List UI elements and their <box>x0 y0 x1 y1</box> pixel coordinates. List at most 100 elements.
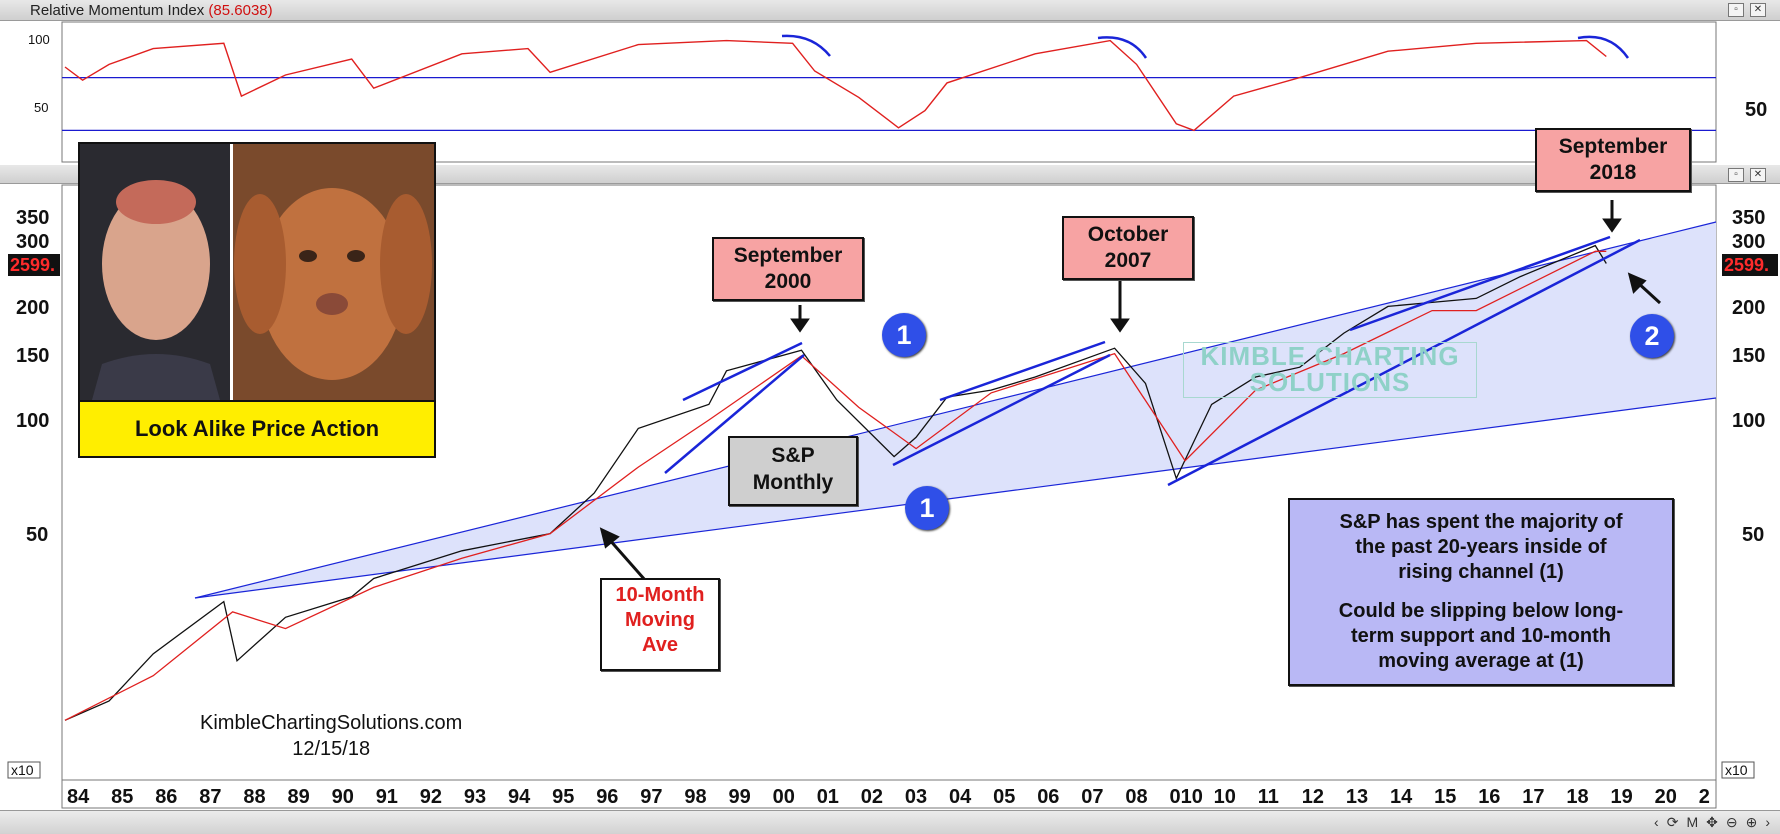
x-tick-label: 99 <box>729 786 751 808</box>
x-tick-label: 84 <box>67 786 90 808</box>
credit-site: KimbleChartingSolutions.com <box>200 712 463 734</box>
credit-date: 12/15/18 <box>292 738 371 760</box>
scale-label-left: x10 <box>11 762 34 778</box>
callout-sp-l1: S&P <box>771 444 815 467</box>
trend-2018-upper <box>1349 235 1611 332</box>
indicator-plot-border <box>61 21 1717 163</box>
x-tick-label: 12 <box>1302 786 1324 808</box>
callout-oct-2007: October 2007 <box>1062 216 1194 280</box>
person-face <box>102 188 210 340</box>
callout-ma-l1: 10-Month <box>615 584 705 606</box>
price-window-buttons: ▫ ✕ <box>1728 168 1766 182</box>
x-tick-label: 89 <box>288 786 310 808</box>
x-axis-band <box>61 779 1717 809</box>
close-icon[interactable]: ✕ <box>1750 168 1766 182</box>
x-tick-label: 15 <box>1434 786 1456 808</box>
x-tick-label: 87 <box>199 786 221 808</box>
x-tick-label: 18 <box>1566 786 1588 808</box>
price-tick-300-r: 300 <box>1732 231 1765 253</box>
x-tick-label: 07 <box>1081 786 1103 808</box>
note-line-2: the past 20-years inside of <box>1355 536 1607 558</box>
callout-sep-2018-l2: 2018 <box>1589 161 1637 184</box>
x-tick-label: 05 <box>993 786 1015 808</box>
trend-2007-upper <box>939 340 1106 402</box>
x-tick-label: 00 <box>773 786 795 808</box>
rmi-arc-2000 <box>781 34 831 57</box>
restore-icon[interactable]: ▫ <box>1728 168 1744 182</box>
price-tick-300: 300 <box>16 231 49 253</box>
price-tick-50: 50 <box>26 524 48 546</box>
callout-oct-2007-l1: October <box>1087 223 1169 246</box>
callout-sep-2018: September 2018 <box>1535 128 1691 192</box>
callout-sep-2000: September 2000 <box>712 237 864 301</box>
x-tick-label: 010 <box>1170 786 1203 808</box>
x-tick-label: 06 <box>1037 786 1059 808</box>
x-tick-label: 19 <box>1611 786 1633 808</box>
price-pane-header: ▫ ✕ <box>0 165 1780 184</box>
x-tick-label: 20 <box>1655 786 1677 808</box>
note-spacer <box>1304 585 1658 599</box>
credit: KimbleChartingSolutions.com 12/15/18 <box>200 710 462 762</box>
close-icon[interactable]: ✕ <box>1750 3 1766 17</box>
x-tick-label: 11 <box>1258 786 1279 808</box>
marker-1-lower: 1 <box>905 486 949 530</box>
dog-nose <box>316 293 348 315</box>
arrows <box>599 200 1662 581</box>
last-price-tag-left: 2599. <box>10 255 55 275</box>
person-jersey <box>92 354 220 400</box>
restore-icon[interactable]: ▫ <box>1728 3 1744 17</box>
move-icon[interactable]: ✥ <box>1706 814 1718 830</box>
note-line-5: term support and 10-month <box>1350 625 1611 647</box>
x-tick-label: 94 <box>508 786 531 808</box>
last-price-tag-right-bg <box>1722 254 1778 276</box>
x-tick-label: 04 <box>949 786 972 808</box>
price-line <box>64 244 1607 721</box>
chart-svg: 100 50 50 <box>7 21 1778 809</box>
dog-face <box>260 188 404 380</box>
lookalike-photo <box>78 142 436 402</box>
x-tick-label: 13 <box>1346 786 1368 808</box>
indicator-name: Relative Momentum Index <box>30 2 205 19</box>
callout-sep-2000-l2: 2000 <box>764 270 812 293</box>
x-axis: 84 85 86 87 88 89 90 91 92 93 94 95 96 97 98 99 00 01 02 03… <box>67 786 1710 808</box>
dog-eye-left <box>299 250 317 262</box>
indicator-value: (85.6038) <box>208 2 273 19</box>
x-tick-label: 97 <box>640 786 662 808</box>
arrow-2-head <box>1627 272 1647 294</box>
photo-divider <box>230 144 233 400</box>
callout-sep-2000-l1: September <box>733 244 843 267</box>
arrow-ma <box>606 537 647 581</box>
zoom-in-icon[interactable]: ⊕ <box>1745 814 1758 830</box>
monthly-button[interactable]: M <box>1686 814 1699 830</box>
dog-ear-right <box>380 194 432 334</box>
price-tick-100: 100 <box>16 410 49 432</box>
indicator-pane-header: Relative Momentum Index (85.6038) ▫ ✕ <box>0 0 1780 21</box>
marker-2: 2 <box>1630 314 1674 358</box>
watermark-line-2: SOLUTIONS <box>1249 367 1411 397</box>
x-tick-label: 93 <box>464 786 486 808</box>
callout-moving-average: 10-Month Moving Ave <box>600 578 720 671</box>
price-tick-150-r: 150 <box>1732 345 1765 367</box>
x-tick-label: 95 <box>552 786 574 808</box>
note-line-3: rising channel (1) <box>1398 561 1564 583</box>
trend-2000-upper <box>682 341 803 402</box>
callout-ma-l2: Moving <box>625 609 695 631</box>
x-tick-label: 90 <box>332 786 354 808</box>
callout-sp-monthly: S&P Monthly <box>728 436 858 506</box>
x-tick-label: 91 <box>376 786 398 808</box>
watermark-logo: KIMBLE CHARTING SOLUTIONS <box>1183 342 1477 398</box>
x-tick-label: 17 <box>1522 786 1544 808</box>
lookalike-caption: Look Alike Price Action <box>78 400 436 458</box>
trend-lines <box>664 235 1641 487</box>
indicator-window-buttons: ▫ ✕ <box>1728 3 1766 17</box>
price-tick-50-r: 50 <box>1742 524 1764 546</box>
toolbar-tools: ‹ ⟳ M ✥ ⊖ ⊕ › <box>1654 814 1770 831</box>
scroll-left-icon[interactable]: ‹ <box>1654 814 1659 830</box>
scale-box-left <box>7 761 41 779</box>
note-line-4: Could be slipping below long- <box>1338 600 1624 622</box>
refresh-icon[interactable]: ⟳ <box>1666 814 1679 830</box>
scroll-right-icon[interactable]: › <box>1765 814 1770 830</box>
zoom-out-icon[interactable]: ⊖ <box>1725 814 1738 830</box>
x-tick-label: 88 <box>243 786 265 808</box>
x-tick-label: 98 <box>684 786 706 808</box>
